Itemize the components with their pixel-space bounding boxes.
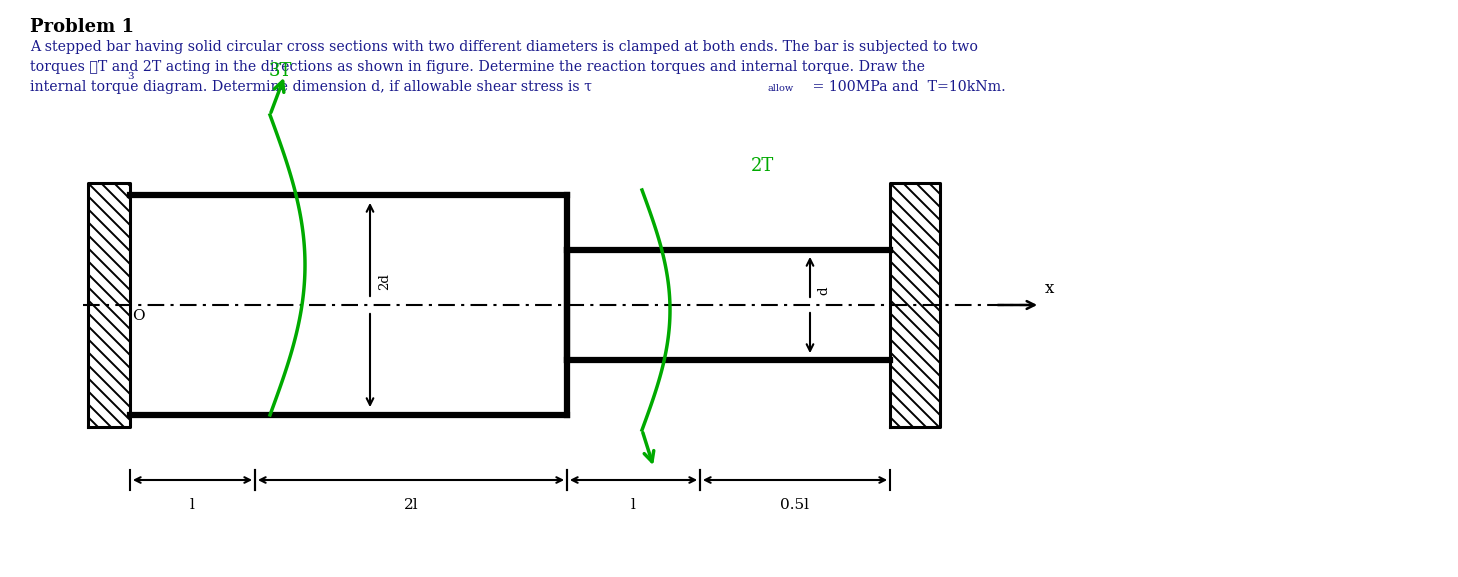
Text: O: O	[133, 309, 144, 323]
Text: A stepped bar having solid circular cross sections with two different diameters : A stepped bar having solid circular cros…	[31, 40, 978, 54]
Text: = 100MPa and  T=10kNm.: = 100MPa and T=10kNm.	[808, 80, 1006, 94]
Text: d: d	[816, 287, 830, 295]
Text: l: l	[631, 498, 636, 512]
Bar	[87, 183, 130, 427]
Text: 2l: 2l	[404, 498, 418, 512]
Text: 0.5l: 0.5l	[780, 498, 809, 512]
Text: torques ⏛T and 2T acting in the directions as shown in figure. Determine the rea: torques ⏛T and 2T acting in the directio…	[31, 60, 924, 74]
Text: 3: 3	[127, 72, 134, 81]
Text: x: x	[1045, 280, 1054, 297]
Text: 2T: 2T	[751, 157, 774, 175]
Text: allow: allow	[768, 84, 795, 93]
Bar	[889, 183, 940, 427]
Text: 3T: 3T	[268, 62, 292, 80]
Text: Problem 1: Problem 1	[31, 18, 134, 36]
Text: internal torque diagram. Determine dimension d, if allowable shear stress is τ: internal torque diagram. Determine dimen…	[31, 80, 592, 94]
Text: 2d: 2d	[378, 273, 391, 290]
Text: l: l	[190, 498, 195, 512]
